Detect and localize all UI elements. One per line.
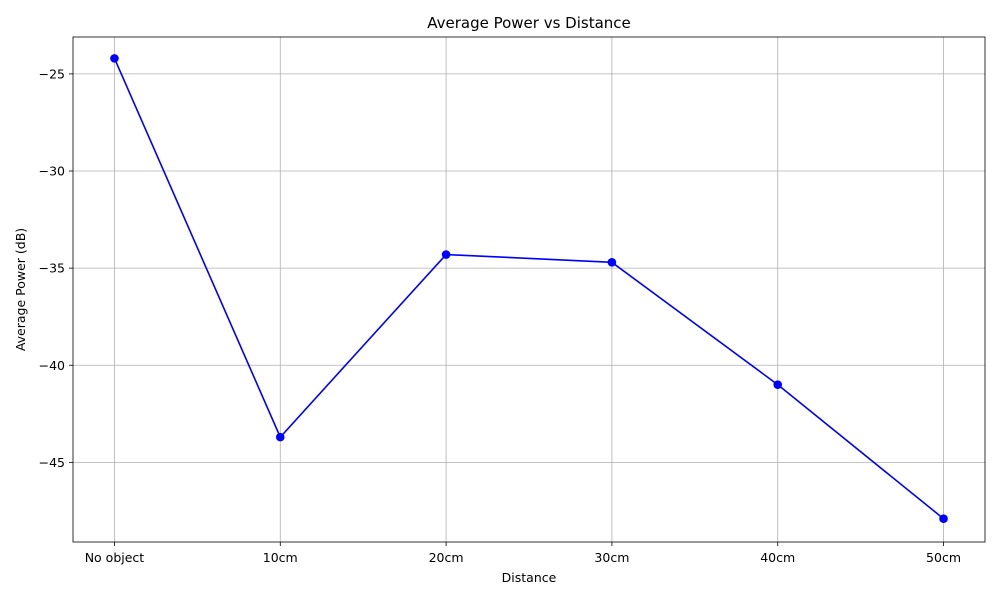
x-tick-label: No object (85, 550, 145, 565)
x-tick-label: 30cm (594, 550, 629, 565)
y-tick-label: −30 (39, 164, 65, 179)
data-point (939, 514, 948, 523)
data-point (607, 258, 617, 267)
data-point (773, 380, 783, 389)
series-line (113, 58, 945, 520)
chart-title: Average Power vs Distance (427, 14, 631, 32)
series-layer (110, 54, 948, 523)
y-axis-label: Average Power (dB) (13, 228, 28, 351)
y-tick-label: −40 (39, 358, 65, 373)
x-axis-label: Distance (502, 570, 557, 585)
data-point (441, 250, 451, 259)
x-tick-label: 40cm (760, 550, 795, 565)
axis-ticks: No object 10cm 20cm 30cm 40cm 50cm −25 −30 −35 −4… (39, 66, 961, 565)
y-tick-label: −35 (39, 261, 65, 276)
grid (73, 37, 985, 542)
y-tick-label: −25 (39, 66, 65, 81)
x-tick-label: 50cm (926, 550, 961, 565)
plot-frame (72, 36, 986, 543)
y-tick-label: −45 (39, 455, 65, 470)
data-point (275, 432, 285, 442)
x-tick-label: 10cm (263, 550, 298, 565)
x-tick-label: 20cm (429, 550, 464, 565)
data-point (110, 54, 119, 63)
